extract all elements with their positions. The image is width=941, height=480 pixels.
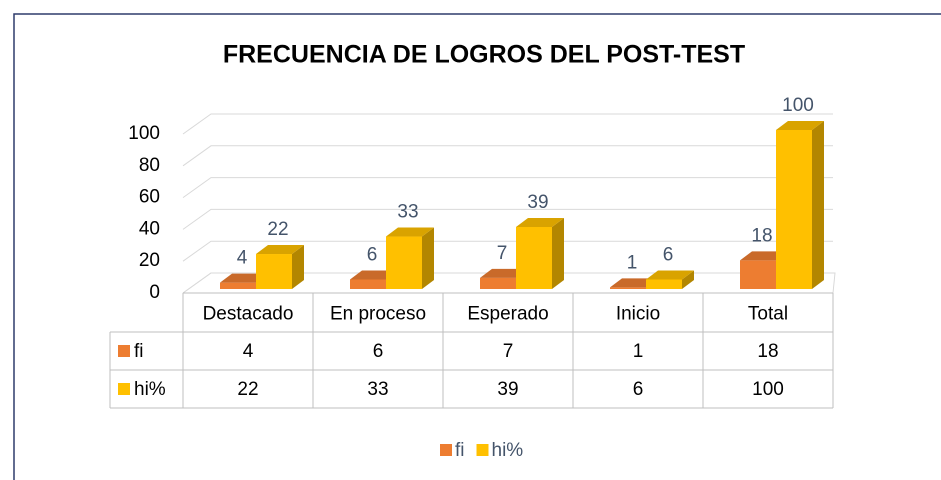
table-cell: 100 (752, 379, 784, 400)
bar-side (422, 227, 434, 289)
bar-top (256, 245, 304, 255)
grid-line (182, 177, 833, 199)
table-key (118, 383, 130, 395)
legend-label: hi% (492, 440, 524, 461)
bar-side (682, 270, 694, 289)
bar-top (776, 121, 824, 130)
bar-top (386, 227, 434, 237)
legend-label: fi (455, 440, 465, 461)
y-tick-label: 60 (139, 187, 160, 208)
data-label: 7 (497, 243, 508, 264)
data-label: 1 (627, 252, 638, 273)
table-cell: 18 (757, 341, 778, 362)
y-tick-label: 100 (128, 123, 160, 144)
bar-side (812, 121, 824, 289)
bar (480, 277, 516, 289)
y-tick-label: 20 (139, 250, 160, 271)
bar (220, 282, 256, 289)
x-tick-label: Inicio (616, 304, 660, 325)
x-tick-label: Esperado (467, 304, 548, 325)
bar-side (292, 245, 304, 289)
bar (350, 279, 386, 289)
bar-top (646, 270, 694, 280)
data-label: 4 (237, 248, 248, 269)
table-cell: 22 (237, 379, 258, 400)
bar (386, 236, 422, 289)
data-label: 6 (367, 244, 378, 265)
table-cell: 1 (633, 341, 644, 362)
grid-line (182, 145, 833, 167)
chart-title: FRECUENCIA DE LOGROS DEL POST-TEST (223, 41, 745, 69)
x-tick-label: En proceso (330, 304, 426, 325)
table-row-label: hi% (134, 379, 166, 400)
grid-line (182, 272, 833, 294)
data-label: 39 (527, 192, 548, 213)
x-tick-label: Total (748, 304, 788, 325)
bar (776, 130, 812, 289)
bar (610, 287, 646, 289)
bar-top (516, 217, 564, 227)
bar (256, 254, 292, 289)
grid-line (182, 208, 833, 230)
y-tick-label: 0 (149, 282, 160, 303)
table-cell: 4 (243, 341, 254, 362)
y-tick-label: 40 (139, 218, 160, 239)
grid-line (182, 240, 833, 262)
table-cell: 33 (367, 379, 388, 400)
data-label: 6 (663, 244, 674, 265)
bar (740, 260, 776, 289)
table-cell: 39 (497, 379, 518, 400)
x-tick-label: Destacado (203, 304, 294, 325)
table-cell: 6 (373, 341, 384, 362)
data-label: 18 (751, 225, 772, 246)
table-row-label: fi (134, 341, 144, 362)
data-label: 100 (782, 95, 814, 116)
bar (516, 226, 552, 289)
y-tick-label: 80 (139, 155, 160, 176)
data-label: 22 (267, 219, 288, 240)
legend-key (440, 444, 452, 456)
grid-line (182, 113, 833, 135)
table-key (118, 345, 130, 357)
legend-key (476, 444, 489, 456)
table-cell: 7 (503, 341, 514, 362)
data-label: 33 (397, 202, 418, 223)
bar-side (552, 217, 564, 289)
bar (646, 279, 682, 289)
table-cell: 6 (633, 379, 644, 400)
